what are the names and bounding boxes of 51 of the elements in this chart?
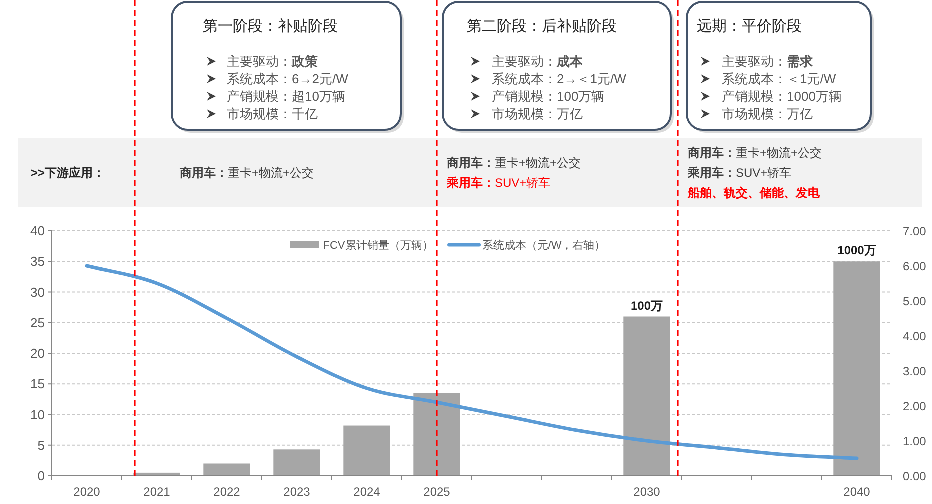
y2-tick-label: 0.00 — [903, 470, 927, 484]
y2-tick-label: 5.00 — [903, 294, 927, 308]
y2-tick-label: 4.00 — [903, 330, 927, 344]
legend-label: 系统成本（元/W，右轴） — [482, 239, 606, 252]
text: 第一阶段：补贴阶段 — [203, 18, 338, 35]
annotation: 100万 — [630, 298, 664, 313]
y2-tick-label: 3.00 — [903, 364, 927, 378]
text: 船舶、轨交、储能、发电 — [687, 186, 821, 200]
text: 产销规模：100万辆 — [492, 89, 605, 104]
x-tick-label: 2024 — [354, 485, 381, 499]
y-tick-label: 25 — [30, 315, 45, 330]
legend-label: FCV累计销量（万辆） — [323, 239, 434, 252]
text: 系统成本：6→2元/W — [227, 72, 350, 86]
text: 市场规模：千亿 — [227, 106, 318, 122]
x-tick-label: 2025 — [424, 485, 451, 499]
x-tick-label: 2020 — [74, 485, 101, 499]
y2-tick-label: 2.00 — [903, 400, 927, 414]
y-tick-label: 5 — [38, 438, 45, 453]
y-tick-label: 35 — [30, 254, 45, 270]
y-tick-label: 15 — [30, 376, 45, 392]
x-tick-label: 2022 — [214, 485, 241, 499]
text: 乘用车：SUV+轿车 — [446, 176, 551, 190]
x-tick-label: 2023 — [284, 485, 311, 499]
text: >>下游应用： — [31, 166, 106, 180]
text: 系统成本：2→＜1元/W — [492, 72, 628, 86]
y2-tick-label: 6.00 — [903, 260, 927, 274]
x-tick-label: 2021 — [144, 485, 171, 499]
annotation: 1000万 — [838, 244, 876, 258]
text: 市场规模：万亿 — [722, 106, 813, 122]
y-tick-label: 30 — [30, 284, 45, 300]
text: 商用车：重卡+物流+公交 — [179, 166, 314, 180]
text: 产销规模：1000万辆 — [722, 89, 842, 104]
text: 系统成本：＜1元/W — [722, 72, 837, 86]
y-tick-label: 20 — [30, 346, 45, 361]
y-tick-label: 0 — [38, 468, 45, 484]
text: 主要驱动：需求 — [722, 54, 814, 69]
x-tick-label: 2040 — [844, 485, 871, 499]
text: 主要驱动：政策 — [227, 54, 319, 69]
text: 远期：平价阶段 — [697, 18, 802, 35]
text: 商用车：重卡+物流+公交 — [687, 146, 822, 160]
text: 商用车：重卡+物流+公交 — [446, 156, 582, 170]
text: 主要驱动：成本 — [492, 54, 584, 69]
y-tick-label: 40 — [30, 224, 45, 238]
text: 第二阶段：后补贴阶段 — [467, 18, 617, 35]
y2-tick-label: 1.00 — [903, 434, 927, 448]
text: 乘用车：SUV+轿车 — [687, 166, 792, 180]
y-tick-label: 10 — [30, 407, 45, 422]
text: 产销规模：超10万辆 — [227, 89, 346, 104]
text: 市场规模：万亿 — [492, 106, 583, 122]
x-tick-label: 2030 — [634, 485, 661, 499]
y2-tick-label: 7.00 — [903, 224, 927, 238]
